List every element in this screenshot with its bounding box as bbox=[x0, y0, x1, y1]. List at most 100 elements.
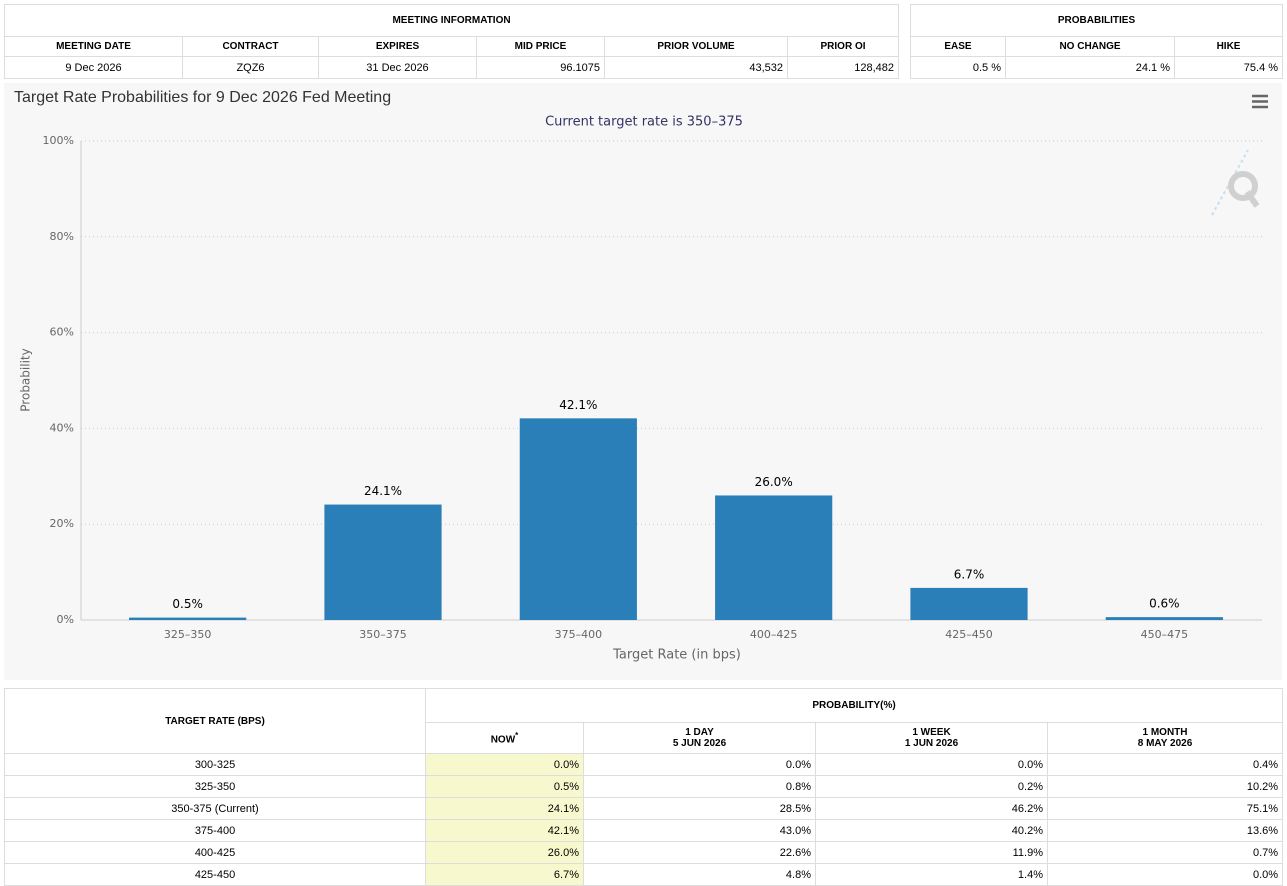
data-row: 0.5 % 24.1 % 75.4 % bbox=[910, 56, 1284, 79]
column-header: EXPIRES bbox=[318, 36, 477, 57]
cell: 325-350 bbox=[4, 775, 426, 798]
column-date: 5 JUN 2026 bbox=[672, 738, 727, 749]
header-row: TARGET RATE (BPS) PROBABILITY(%) bbox=[4, 688, 1284, 754]
cell: 28.5% bbox=[583, 797, 816, 820]
cell: 0.8% bbox=[583, 775, 816, 798]
cell: 75.1% bbox=[1046, 797, 1284, 820]
x-tick-label: 450–475 bbox=[1141, 628, 1189, 641]
meeting-info-table: MEETING INFORMATION MEETING DATE CONTRACT E… bbox=[3, 4, 900, 79]
cell: 40.2% bbox=[815, 819, 1048, 842]
cell: 43,532 bbox=[604, 56, 788, 79]
cell: 13.6% bbox=[1046, 819, 1284, 842]
data-row: 9 Dec 2026 ZQZ6 31 Dec 2026 96.1075 43,532 12… bbox=[4, 56, 900, 79]
data-label: 6.7% bbox=[954, 567, 985, 581]
data-label: 0.6% bbox=[1149, 597, 1180, 611]
y-tick-label: 80% bbox=[50, 230, 74, 243]
cell: 0.0% bbox=[815, 753, 1048, 776]
data-label: 26.0% bbox=[755, 475, 793, 489]
cell: 24.1% bbox=[425, 797, 584, 820]
column-header: 1 WEEK 1 JUN 2026 bbox=[815, 722, 1048, 754]
x-tick-label: 375–400 bbox=[555, 628, 603, 641]
data-label: 42.1% bbox=[559, 398, 597, 412]
cell: 300-325 bbox=[4, 753, 426, 776]
x-tick-label: 425–450 bbox=[945, 628, 993, 641]
column-header: NO CHANGE bbox=[1005, 36, 1175, 57]
x-tick-label: 350–375 bbox=[359, 628, 407, 641]
cell: 42.1% bbox=[425, 819, 584, 842]
cell: 425-450 bbox=[4, 863, 426, 886]
cell: 43.0% bbox=[583, 819, 816, 842]
cell: 22.6% bbox=[583, 841, 816, 864]
x-tick-label: 325–350 bbox=[164, 628, 212, 641]
cell: 1.4% bbox=[815, 863, 1048, 886]
column-date: 1 JUN 2026 bbox=[904, 738, 959, 749]
column-header: PRIOR OI bbox=[786, 36, 900, 57]
cell: 10.2% bbox=[1046, 775, 1284, 798]
cell: 24.1 % bbox=[1005, 56, 1175, 79]
header-row: NOW* 1 DAY 5 JUN 2026 1 WEEK 1 JUN 2026 1 MON… bbox=[5, 722, 1284, 754]
column-label: 1 DAY bbox=[685, 727, 714, 738]
title-row: PROBABILITIES bbox=[909, 4, 1284, 37]
cell: 96.1075 bbox=[476, 56, 605, 79]
now-label: NOW bbox=[490, 734, 516, 746]
column-label: 1 MONTH bbox=[1142, 727, 1188, 738]
group-header: PROBABILITY(%) bbox=[424, 688, 1284, 723]
data-label: 24.1% bbox=[364, 484, 402, 498]
column-header: CONTRACT bbox=[182, 36, 319, 57]
data-row: 350-375 (Current) 24.1% 28.5% 46.2% 75.1% bbox=[4, 797, 1284, 820]
data-row: 300-325 0.0% 0.0% 0.0% 0.4% bbox=[4, 753, 1284, 776]
column-header: HIKE bbox=[1173, 36, 1284, 57]
cell: 31 Dec 2026 bbox=[318, 56, 477, 79]
chart-background bbox=[4, 83, 1282, 680]
data-row: 325-350 0.5% 0.8% 0.2% 10.2% bbox=[4, 775, 1284, 798]
cell: 26.0% bbox=[425, 841, 584, 864]
column-header: 1 DAY 5 JUN 2026 bbox=[583, 722, 816, 754]
cell: 400-425 bbox=[4, 841, 426, 864]
cell: 0.0% bbox=[583, 753, 816, 776]
data-label: 0.5% bbox=[172, 597, 203, 611]
chart: Target Rate Probabilities for 9 Dec 2026… bbox=[4, 83, 1282, 680]
column-header: MID PRICE bbox=[476, 36, 605, 57]
chart-title: Target Rate Probabilities for 9 Dec 2026… bbox=[14, 89, 391, 106]
bar bbox=[324, 504, 442, 620]
header-row: EASE NO CHANGE HIKE bbox=[910, 36, 1284, 57]
cell: 4.8% bbox=[583, 863, 816, 886]
cell: ZQZ6 bbox=[182, 56, 319, 79]
bar bbox=[519, 418, 637, 620]
cell: 375-400 bbox=[4, 819, 426, 842]
y-tick-label: 20% bbox=[50, 517, 74, 530]
now-note: * bbox=[515, 730, 519, 740]
data-row: 375-400 42.1% 43.0% 40.2% 13.6% bbox=[4, 819, 1284, 842]
y-axis-title: Probability bbox=[19, 348, 33, 411]
table-title: PROBABILITIES bbox=[909, 4, 1284, 37]
title-row: MEETING INFORMATION bbox=[3, 4, 900, 37]
column-label: 1 WEEK bbox=[912, 727, 951, 738]
cell: 0.4% bbox=[1046, 753, 1284, 776]
header-row: MEETING DATE CONTRACT EXPIRES MID PRICE PRIO… bbox=[4, 36, 900, 57]
column-header: PRIOR VOLUME bbox=[604, 36, 788, 57]
y-tick-label: 100% bbox=[43, 134, 74, 147]
column-header: EASE bbox=[910, 36, 1006, 57]
column-header: 1 MONTH 8 MAY 2026 bbox=[1046, 722, 1284, 754]
cell: 6.7% bbox=[425, 863, 584, 886]
cell: 0.5% bbox=[425, 775, 584, 798]
x-tick-label: 400–425 bbox=[750, 628, 798, 641]
y-tick-label: 0% bbox=[57, 613, 74, 626]
logo bbox=[1211, 149, 1260, 216]
probabilities-table: PROBABILITIES EASE NO CHANGE HIKE 0.5 % 24.1 … bbox=[909, 4, 1284, 79]
cell: 75.4 % bbox=[1173, 56, 1284, 79]
cell: 0.7% bbox=[1046, 841, 1284, 864]
cell: 350-375 (Current) bbox=[4, 797, 426, 820]
rate-probability-table: TARGET RATE (BPS) PROBABILITY(%) NOW* 1 DAY… bbox=[4, 688, 1284, 886]
bar bbox=[129, 617, 247, 620]
menu-button[interactable] bbox=[1250, 93, 1270, 109]
column-header: MEETING DATE bbox=[4, 36, 183, 57]
cell: 0.0% bbox=[425, 753, 584, 776]
cell: 128,482 bbox=[786, 56, 900, 79]
cell: 9 Dec 2026 bbox=[4, 56, 183, 79]
bar bbox=[910, 587, 1028, 620]
column-header: NOW* bbox=[425, 722, 584, 754]
table-title: MEETING INFORMATION bbox=[3, 4, 900, 37]
bar bbox=[715, 495, 833, 620]
